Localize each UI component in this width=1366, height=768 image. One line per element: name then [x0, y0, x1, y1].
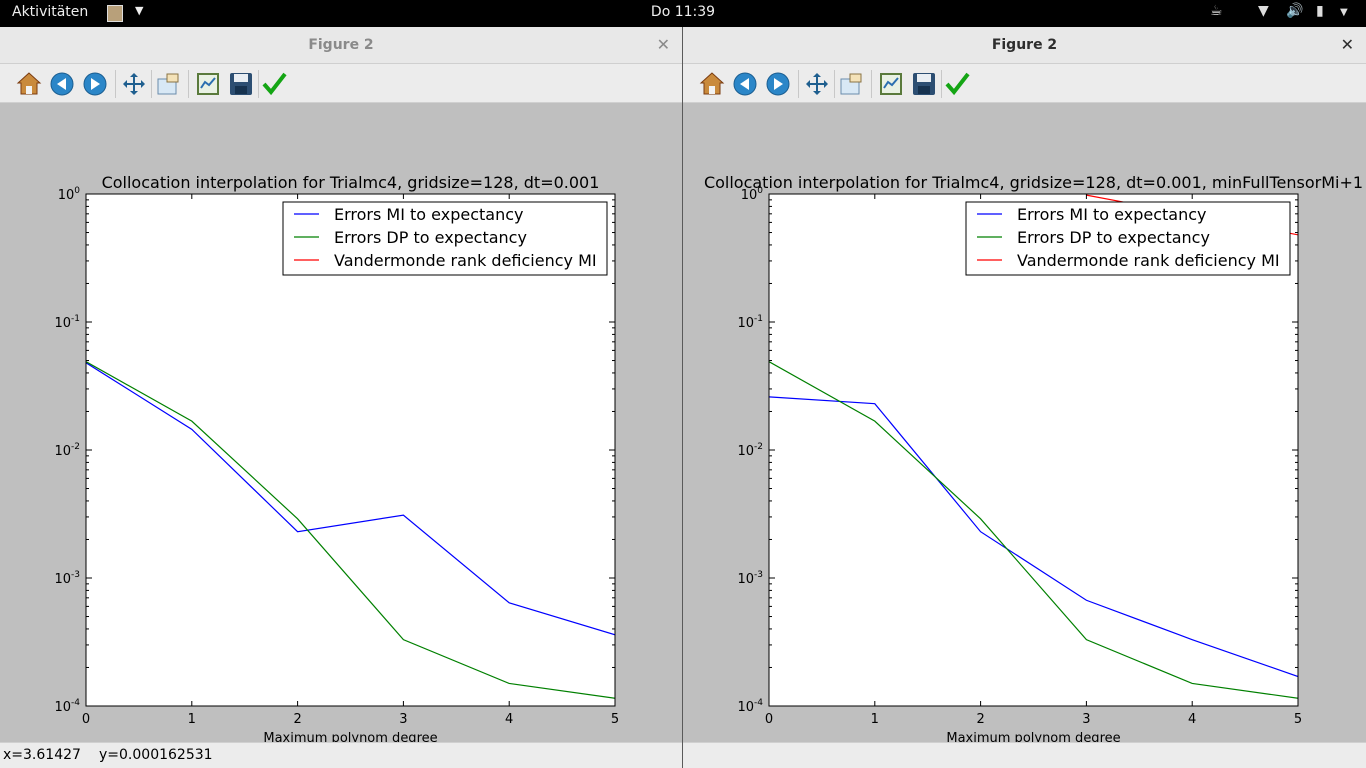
series-line	[769, 396, 1298, 678]
edit-axis-icon[interactable]	[944, 71, 970, 97]
legend-box	[282, 201, 608, 276]
window-titlebar[interactable]: Figure 2 ✕	[683, 27, 1366, 64]
y-tick-label: 10-4	[737, 698, 763, 715]
save-icon[interactable]	[228, 71, 254, 97]
y-tick-label: 10-2	[737, 442, 763, 459]
volume-icon[interactable]: 🔊	[1286, 3, 1304, 19]
window-divider	[682, 27, 683, 768]
coffee-icon[interactable]: ☕	[1210, 3, 1223, 19]
status-bar	[683, 742, 1366, 768]
zoom-icon[interactable]	[838, 71, 864, 97]
x-axis-label: Maximum polynom degree	[263, 731, 437, 743]
matplotlib-toolbar	[0, 64, 682, 103]
window-title: Figure 2	[991, 37, 1058, 53]
home-icon[interactable]	[16, 71, 42, 97]
app-menu-icon[interactable]	[107, 5, 123, 22]
y-tick-label: 10-3	[54, 570, 80, 587]
y-tick-label: 10-3	[737, 570, 763, 587]
configure-subplots-icon[interactable]	[195, 71, 221, 97]
save-icon[interactable]	[911, 71, 937, 97]
cursor-y-readout: y=0.000162531	[99, 747, 213, 763]
back-icon[interactable]	[732, 71, 758, 97]
plot-area	[769, 194, 1298, 706]
figure-canvas[interactable]: Collocation interpolation for Trialmc4, …	[683, 103, 1366, 743]
series-line	[86, 361, 615, 699]
edit-axis-icon[interactable]	[261, 71, 287, 97]
window-titlebar[interactable]: Figure 2 ✕	[0, 27, 682, 64]
forward-icon[interactable]	[765, 71, 791, 97]
zoom-icon[interactable]	[155, 71, 181, 97]
x-tick-label: 2	[976, 712, 984, 727]
y-tick-label: 10-2	[54, 442, 80, 459]
x-tick-label: 1	[188, 712, 196, 727]
pan-icon[interactable]	[121, 71, 147, 97]
matplotlib-toolbar	[683, 64, 1366, 103]
x-tick-label: 4	[505, 712, 513, 727]
toolbar-separator	[258, 70, 259, 98]
x-axis-label: Maximum polynom degree	[946, 731, 1120, 743]
y-tick-label: 10-4	[54, 698, 80, 715]
close-icon[interactable]: ✕	[1340, 35, 1354, 54]
home-icon[interactable]	[699, 71, 725, 97]
wifi-icon[interactable]: ▼	[1258, 3, 1269, 19]
cursor-x-readout: x=3.61427	[3, 747, 81, 763]
y-tick-label: 10-1	[54, 314, 80, 331]
y-tick-label: 10-1	[737, 314, 763, 331]
status-bar: x=3.61427 y=0.000162531	[0, 742, 682, 768]
battery-icon[interactable]: ▮	[1316, 3, 1324, 19]
series-line	[86, 362, 615, 636]
legend-entry: Errors MI to expectancy	[334, 205, 524, 224]
figure-window-right: Figure 2 ✕ Collocation interpolation for…	[683, 27, 1366, 768]
legend-entry: Vandermonde rank deficiency MI	[334, 251, 597, 270]
chart-title: Collocation interpolation for Trialmc4, …	[704, 173, 1363, 192]
clock[interactable]: Do 11:39	[650, 4, 716, 20]
x-tick-label: 3	[399, 712, 407, 727]
legend-entry: Errors MI to expectancy	[1017, 205, 1207, 224]
plot-area	[86, 194, 615, 706]
x-tick-label: 4	[1188, 712, 1196, 727]
chevron-down-icon[interactable]: ▼	[135, 4, 144, 17]
x-tick-label: 3	[1082, 712, 1090, 727]
toolbar-separator	[115, 70, 116, 98]
pan-icon[interactable]	[804, 71, 830, 97]
activities-button[interactable]: Aktivitäten	[12, 4, 89, 20]
toolbar-separator	[798, 70, 799, 98]
legend-entry: Vandermonde rank deficiency MI	[1017, 251, 1280, 270]
x-tick-label: 0	[82, 712, 90, 727]
x-tick-label: 5	[611, 712, 619, 727]
legend-entry: Errors DP to expectancy	[1017, 228, 1210, 247]
figure-canvas[interactable]: Collocation interpolation for Trialmc4, …	[0, 103, 682, 743]
legend-box	[965, 201, 1291, 276]
configure-subplots-icon[interactable]	[878, 71, 904, 97]
toolbar-separator	[871, 70, 872, 98]
x-tick-label: 2	[293, 712, 301, 727]
y-tick-label: 100	[58, 186, 81, 203]
series-line	[769, 361, 1298, 699]
y-tick-label: 100	[741, 186, 764, 203]
system-menu-chevron-icon[interactable]: ▼	[1340, 7, 1348, 18]
x-tick-label: 0	[765, 712, 773, 727]
toolbar-separator	[941, 70, 942, 98]
back-icon[interactable]	[49, 71, 75, 97]
toolbar-separator	[188, 70, 189, 98]
system-top-bar: Aktivitäten ▼ Do 11:39 ☕ ▼ 🔊 ▮ ▼	[0, 0, 1366, 27]
x-tick-label: 5	[1294, 712, 1302, 727]
window-title: Figure 2	[308, 37, 374, 53]
toolbar-separator	[834, 70, 835, 98]
toolbar-separator	[151, 70, 152, 98]
chart-title: Collocation interpolation for Trialmc4, …	[102, 173, 600, 192]
legend-entry: Errors DP to expectancy	[334, 228, 527, 247]
x-tick-label: 1	[871, 712, 879, 727]
close-icon[interactable]: ✕	[656, 35, 670, 54]
figure-window-left: Figure 2 ✕ Collocation interpolation for…	[0, 27, 682, 768]
forward-icon[interactable]	[82, 71, 108, 97]
